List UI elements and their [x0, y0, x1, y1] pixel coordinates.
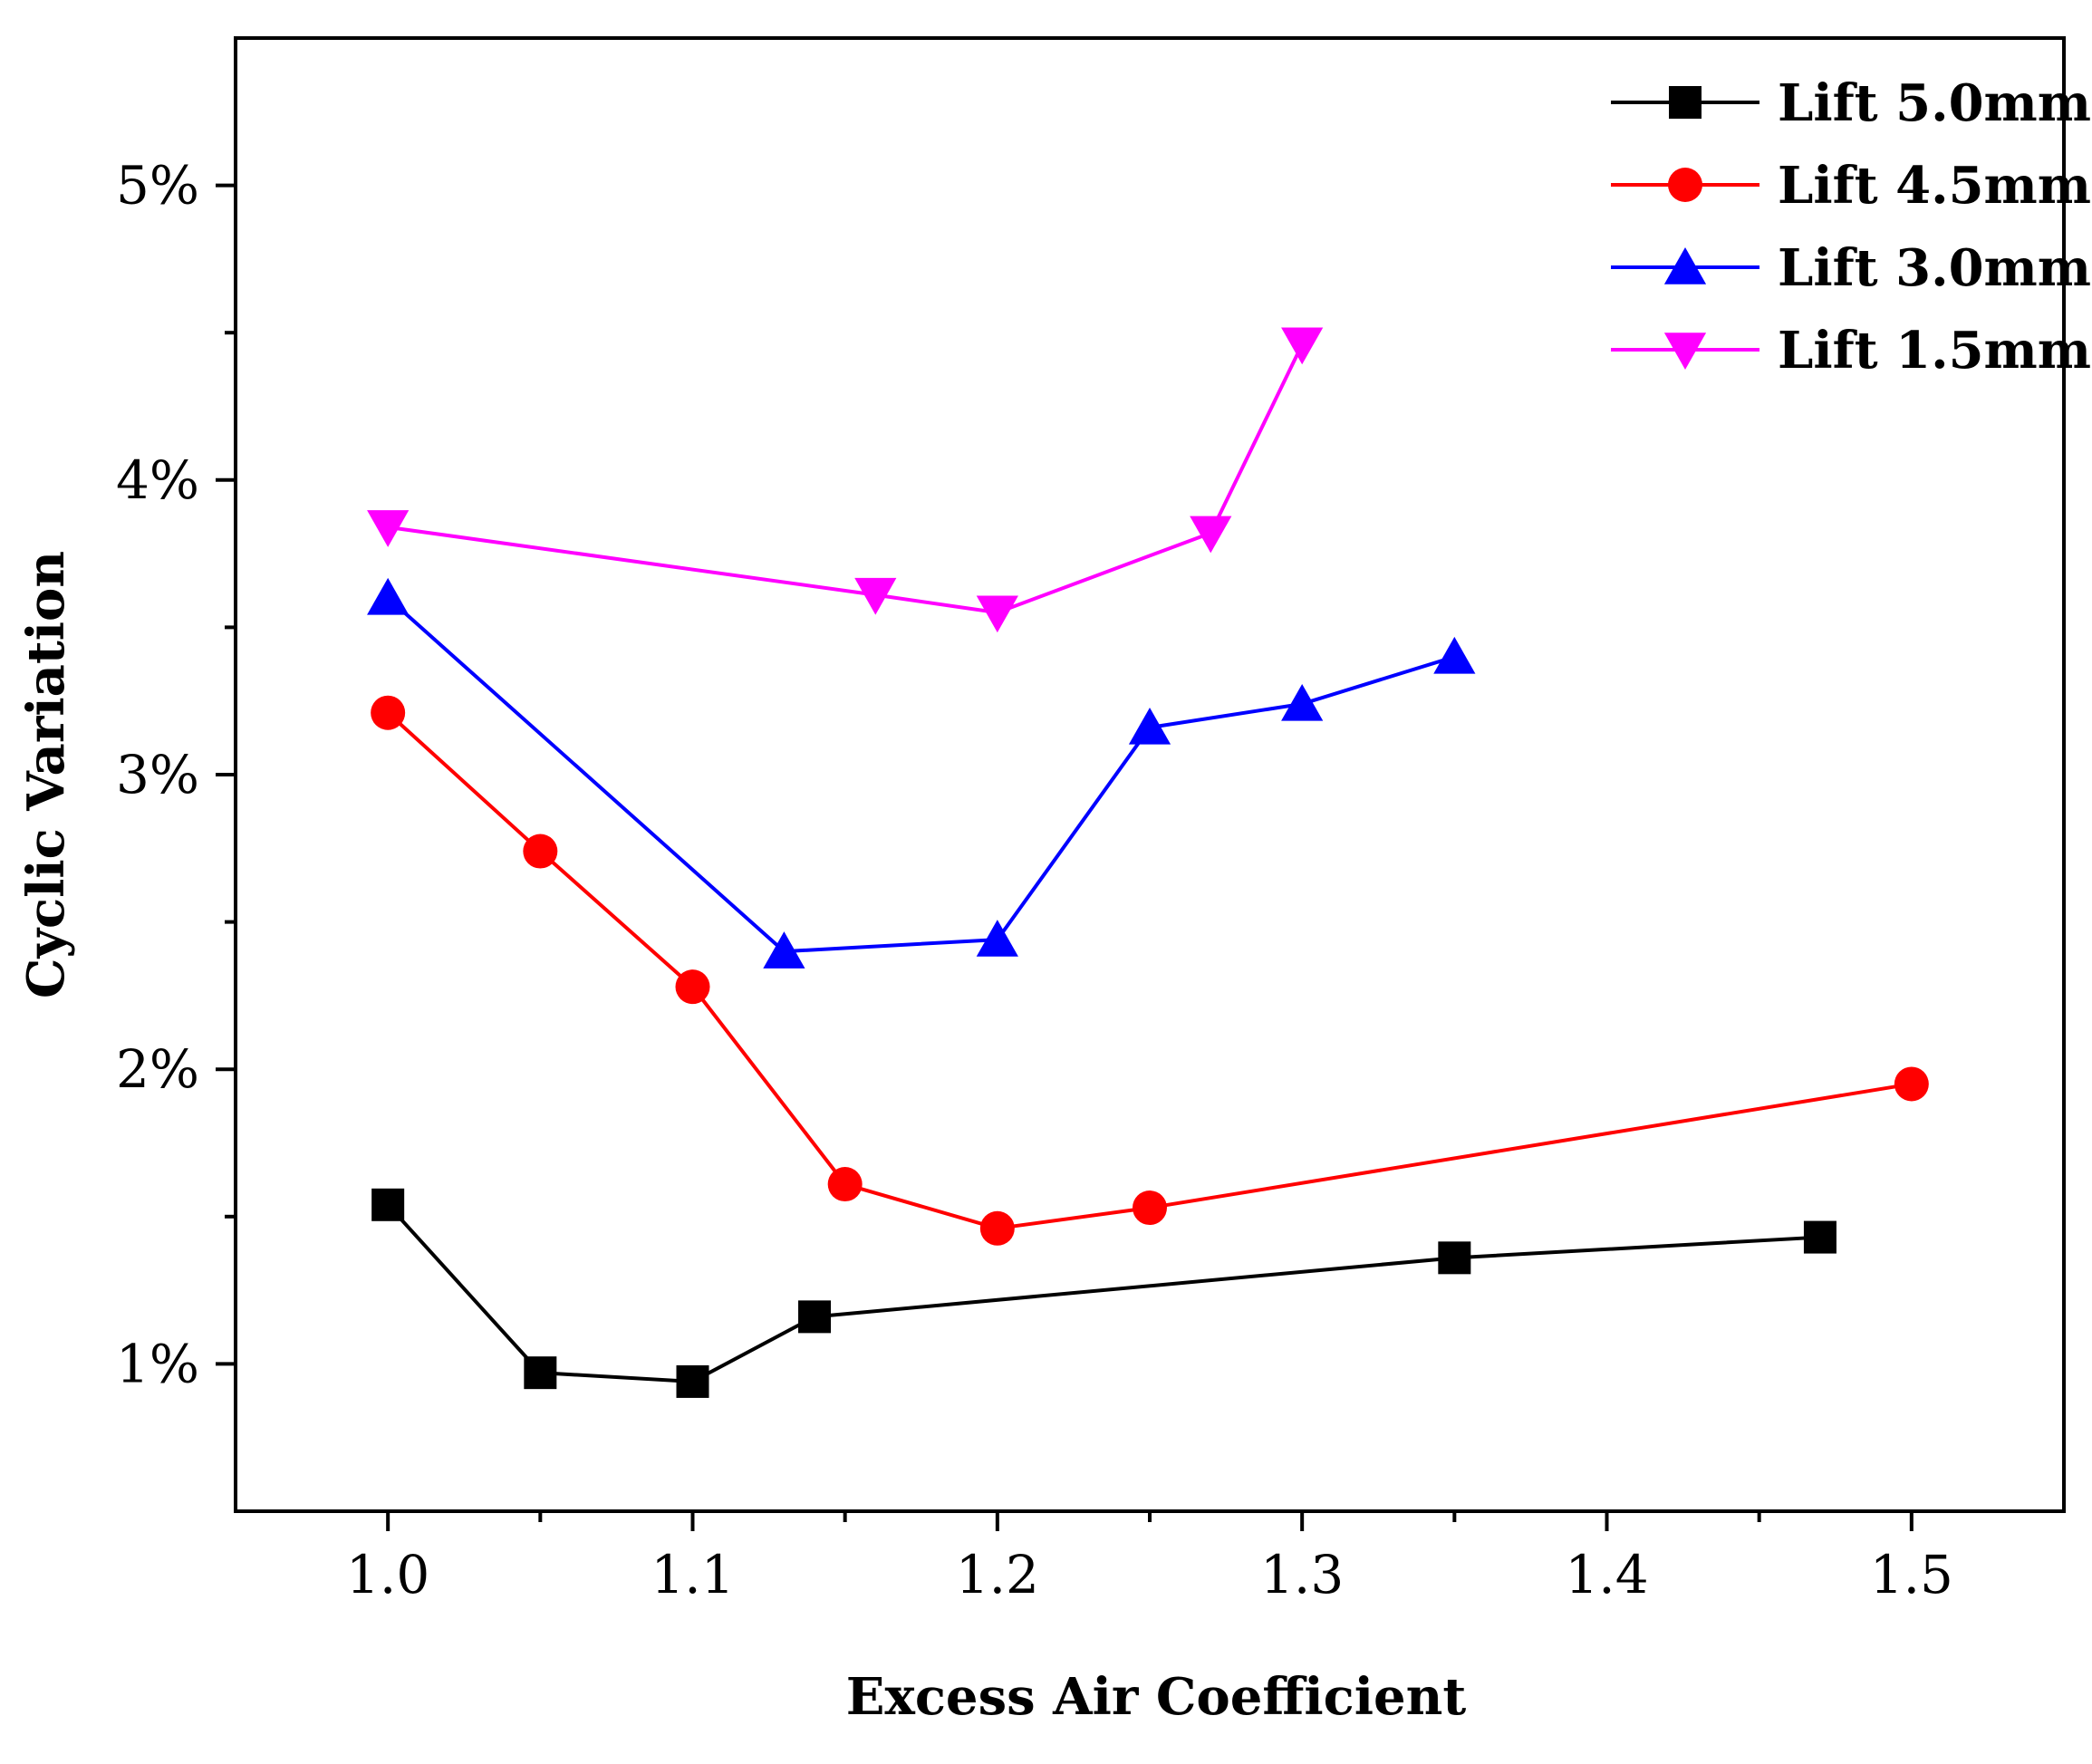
- legend-label: Lift 5.0mm: [1778, 73, 2091, 133]
- data-point-lift-4-5mm: [979, 1210, 1015, 1246]
- data-point-lift-1-5mm: [976, 595, 1018, 633]
- data-point-lift-3-0mm: [763, 931, 805, 969]
- data-point-lift-3-0mm: [976, 920, 1018, 957]
- data-point-lift-3-0mm: [1281, 683, 1324, 721]
- legend-marker: [1669, 86, 1702, 119]
- series-line-lift-4-5mm: [386, 711, 1913, 1230]
- data-point-lift-5-0mm: [524, 1356, 557, 1390]
- legend-item-lift-1-5mm: Lift 1.5mm: [1611, 321, 2091, 381]
- legend-marker: [1663, 247, 1707, 284]
- data-point-lift-4-5mm: [1133, 1190, 1167, 1226]
- x-tick-label: 1.3: [1260, 1544, 1344, 1605]
- x-tick-label: 1.5: [1870, 1544, 1953, 1605]
- data-point-lift-5-0mm: [1438, 1241, 1471, 1275]
- series-line-lift-3-0mm: [386, 596, 1455, 954]
- legend-label: Lift 4.5mm: [1778, 156, 2091, 216]
- x-tick-label: 1.4: [1565, 1544, 1648, 1605]
- legend-item-lift-4-5mm: Lift 4.5mm: [1611, 156, 2091, 216]
- axes-layer: 1.0 1.1 1.2 1.3 1.4 1.5 1% 2% 3% 4% 5%: [116, 36, 2066, 1605]
- legend-item-lift-3-0mm: Lift 3.0mm: [1611, 238, 2091, 298]
- data-point-lift-1-5mm: [854, 577, 897, 615]
- data-point-lift-1-5mm: [1190, 516, 1232, 554]
- legend-label: Lift 1.5mm: [1778, 321, 2091, 381]
- data-point-lift-1-5mm: [1281, 327, 1324, 365]
- data-point-lift-4-5mm: [1894, 1066, 1929, 1102]
- legend-item-lift-5-0mm: Lift 5.0mm: [1611, 73, 2091, 133]
- data-point-lift-4-5mm: [523, 834, 558, 869]
- y-tick-label: 5%: [116, 155, 199, 217]
- legend-marker: [1668, 168, 1702, 202]
- data-point-lift-1-5mm: [367, 510, 410, 547]
- data-point-lift-3-0mm: [1128, 707, 1171, 745]
- data-point-lift-5-0mm: [371, 1188, 405, 1221]
- series-lift-1-5mm: [367, 327, 1324, 633]
- series-line-lift-1-5mm: [387, 343, 1304, 615]
- data-point-lift-4-5mm: [827, 1167, 863, 1202]
- x-tick-label: 1.0: [346, 1544, 429, 1605]
- data-point-lift-3-0mm: [367, 577, 410, 615]
- data-point-lift-5-0mm: [798, 1300, 832, 1334]
- data-point-lift-4-5mm: [675, 969, 710, 1005]
- series-layer: [367, 327, 1929, 1398]
- legend: Lift 5.0mm Lift 4.5mm Lift 3.0mm Lift 1.5mm: [1611, 73, 2091, 381]
- data-point-lift-4-5mm: [371, 695, 406, 730]
- data-point-lift-5-0mm: [676, 1364, 709, 1398]
- series-lift-3-0mm: [367, 577, 1476, 969]
- data-point-lift-3-0mm: [1433, 636, 1476, 674]
- y-axis-title: Cyclic Variation: [16, 551, 76, 998]
- data-point-lift-5-0mm: [1803, 1220, 1837, 1254]
- x-tick-label: 1.1: [651, 1544, 734, 1605]
- y-tick-label: 2%: [116, 1038, 199, 1100]
- legend-marker: [1663, 333, 1707, 370]
- series-lift-4-5mm: [371, 695, 1929, 1246]
- y-tick-label: 3%: [116, 744, 199, 805]
- y-tick-label: 1%: [116, 1333, 199, 1394]
- legend-label: Lift 3.0mm: [1778, 238, 2091, 298]
- series-lift-5-0mm: [371, 1188, 1837, 1398]
- x-axis-title: Excess Air Coefficient: [846, 1667, 1467, 1727]
- x-tick-label: 1.2: [956, 1544, 1039, 1605]
- y-tick-label: 4%: [116, 449, 199, 511]
- series-line-lift-5-0mm: [386, 1203, 1821, 1383]
